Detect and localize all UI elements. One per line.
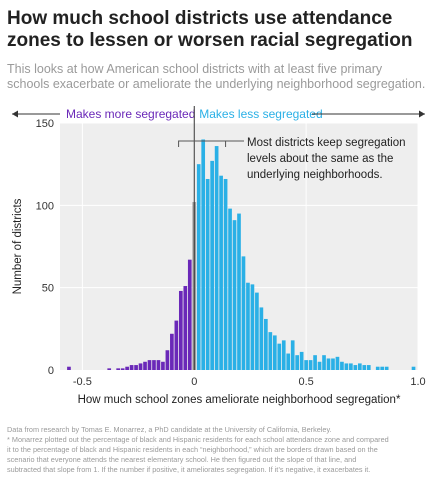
histogram-bar — [174, 320, 179, 370]
histogram-bar — [246, 282, 250, 370]
left-direction-label: Makes more segregated — [66, 107, 195, 121]
histogram-bar — [384, 366, 389, 370]
histogram-bar — [129, 365, 134, 370]
annotation-text: Most districts keep segregation — [247, 137, 406, 149]
histogram-bar — [237, 213, 241, 370]
histogram-bar — [107, 368, 112, 370]
histogram-bar — [335, 356, 340, 370]
chart-subtitle: This looks at how American school distri… — [7, 62, 426, 91]
histogram-bar — [241, 256, 246, 370]
histogram-bar — [67, 366, 71, 370]
histogram-bar — [187, 259, 192, 370]
annotation-text: levels about the same as the — [247, 153, 393, 165]
histogram-bar — [380, 366, 385, 370]
note-line: scenario that everyone attends the neare… — [7, 455, 357, 464]
histogram-bar — [232, 220, 237, 370]
histogram-bar — [165, 350, 170, 370]
histogram-bar — [161, 361, 165, 370]
histogram-bar — [344, 363, 349, 370]
histogram-bar — [178, 290, 183, 370]
note-line: * Monarrez plotted out the percentage of… — [7, 435, 389, 444]
histogram-bar — [196, 164, 201, 370]
y-tick-label: 50 — [42, 283, 54, 295]
histogram-bar — [313, 355, 317, 370]
histogram-bar — [277, 343, 282, 370]
annotation: Most districts keep segregation levels ab… — [178, 137, 406, 181]
right-direction-label: Makes less segregated — [199, 107, 322, 121]
histogram-bar — [362, 365, 367, 370]
axes: 0 50 100 150 -0.5 0 0.5 1.0 How much school zone… — [12, 118, 426, 406]
y-tick-label: 0 — [48, 365, 54, 377]
note-line: it to the percentage of black and Hispan… — [7, 445, 378, 454]
histogram-bar — [147, 360, 152, 370]
histogram-bar — [340, 361, 344, 370]
note-line: subtracted that slope from 1. If the num… — [7, 465, 371, 474]
histogram-bar — [411, 366, 416, 370]
histogram-bar — [219, 175, 223, 370]
right-arrowhead — [419, 110, 425, 118]
histogram-bar — [152, 360, 156, 370]
histogram-bar — [138, 363, 143, 370]
histogram-bar — [326, 358, 331, 370]
source-notes: Data from research by Tomas E. Monarrez,… — [7, 425, 427, 475]
y-tick-label: 150 — [36, 118, 54, 130]
histogram-bar — [250, 284, 255, 370]
direction-arrows: Makes more segregated Makes less segregat… — [12, 106, 425, 123]
histogram-bar — [228, 208, 232, 370]
left-arrowhead — [12, 110, 18, 118]
histogram-bar — [357, 363, 362, 370]
histogram-bar — [255, 292, 259, 370]
histogram-bar — [281, 340, 286, 370]
y-axis-label: Number of districts — [12, 198, 24, 294]
histogram-bar — [295, 355, 300, 370]
histogram-bar — [214, 146, 219, 370]
histogram-bar — [205, 178, 210, 370]
histogram-bar — [304, 360, 308, 370]
histogram-bar — [156, 360, 161, 370]
x-tick-label: 0 — [191, 376, 197, 388]
y-tick-label: 100 — [36, 200, 54, 212]
histogram-bar — [322, 355, 326, 370]
histogram-bar — [268, 332, 273, 370]
histogram-bar — [116, 368, 121, 370]
histogram-bar — [286, 353, 291, 370]
histogram-chart: 0 50 100 150 -0.5 0 0.5 1.0 How much school zone… — [12, 106, 426, 406]
histogram-bar — [299, 351, 304, 370]
chart-title: How much school districts use attendance… — [7, 8, 413, 51]
histogram-bar — [120, 368, 125, 370]
histogram-bar — [259, 307, 264, 370]
histogram-bar — [290, 340, 295, 370]
x-tick-label: 0.5 — [298, 376, 313, 388]
histogram-bar — [143, 361, 147, 370]
histogram-bar — [201, 139, 206, 370]
annotation-bracket — [178, 140, 227, 147]
histogram-bar — [125, 366, 129, 370]
x-axis-label: How much school zones ameliorate neighbo… — [78, 394, 401, 406]
histogram-bar — [317, 361, 322, 370]
x-tick-label: -0.5 — [73, 376, 92, 388]
note-line: Data from research by Tomas E. Monarrez,… — [7, 425, 332, 434]
histogram-bar — [375, 366, 380, 370]
histogram-bar — [308, 360, 313, 370]
histogram-bar — [210, 160, 214, 370]
histogram-bar — [272, 335, 277, 370]
x-tick-label: 1.0 — [410, 376, 425, 388]
histogram-bar — [349, 363, 353, 370]
histogram-bar — [353, 365, 358, 370]
histogram-bar — [170, 333, 174, 370]
histogram-bar — [366, 365, 371, 370]
histogram-bar — [331, 358, 335, 370]
histogram-bar — [223, 178, 228, 370]
histogram-bar — [264, 318, 268, 370]
histogram-bar — [183, 286, 188, 370]
annotation-text: underlying neighborhoods. — [247, 169, 383, 181]
histogram-bar — [134, 365, 138, 370]
